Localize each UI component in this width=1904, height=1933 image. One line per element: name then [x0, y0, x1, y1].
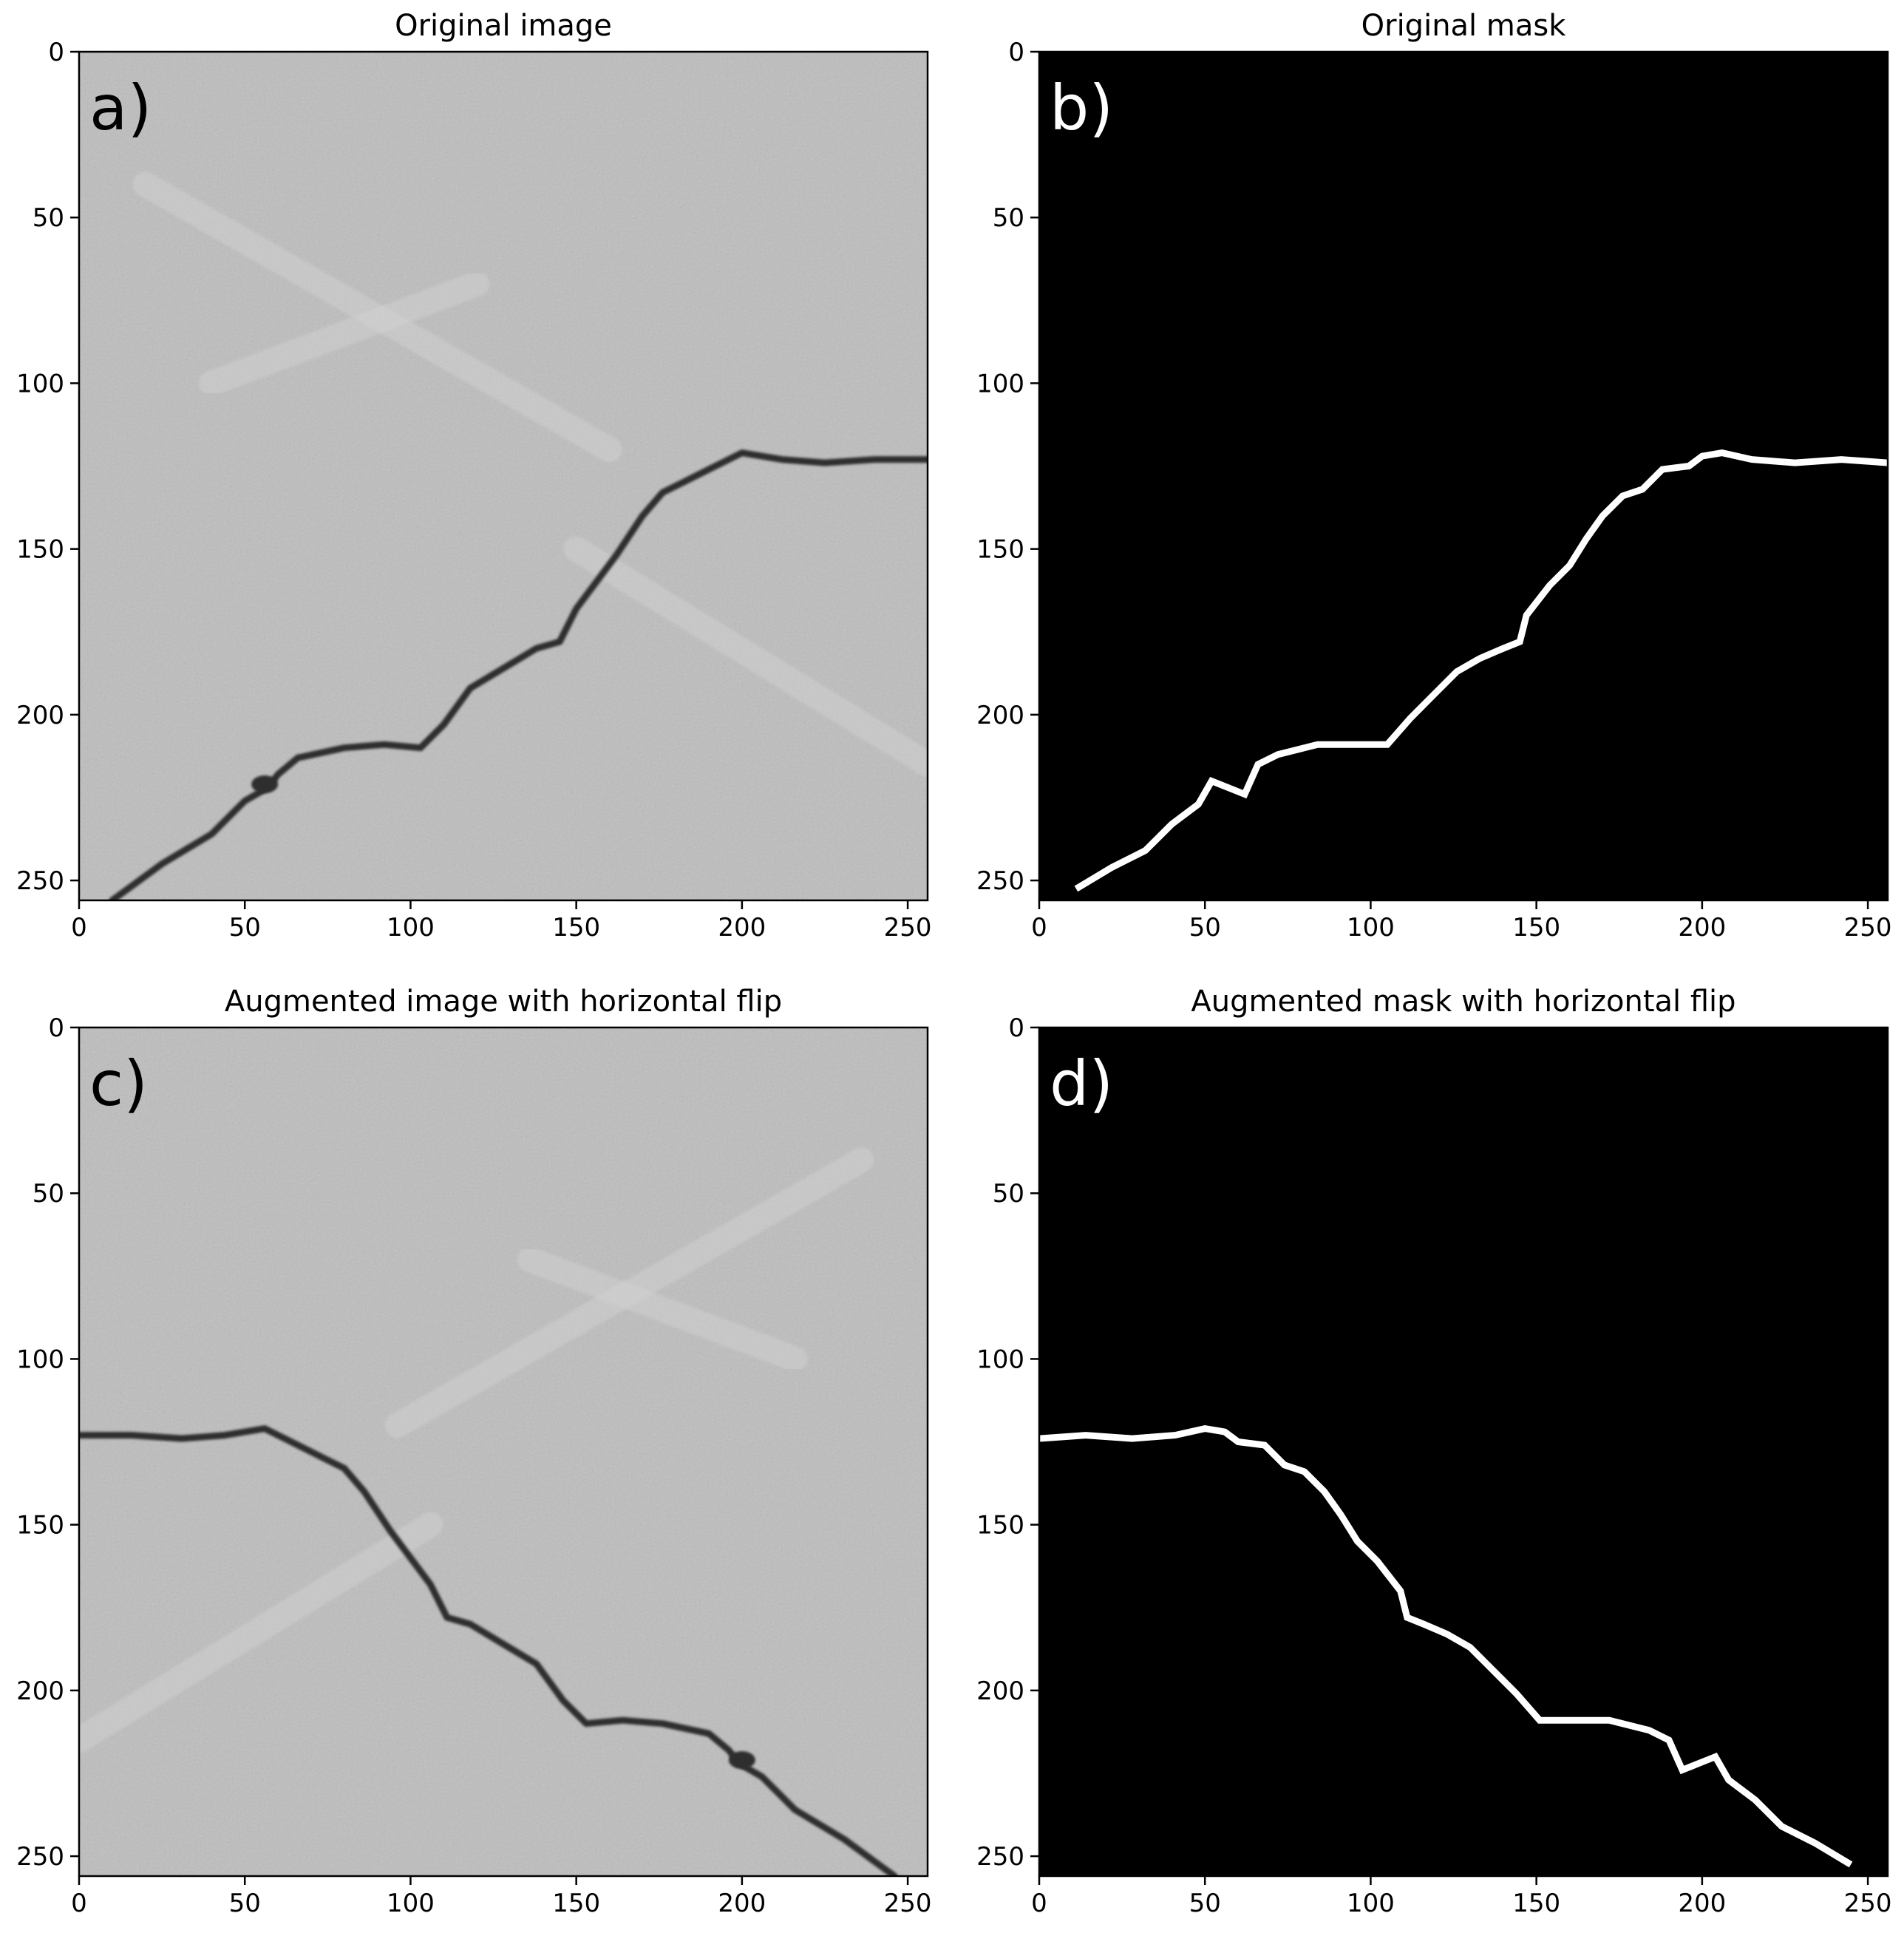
y-tick-label: 100: [976, 1345, 1024, 1374]
y-tick-label: 0: [1008, 38, 1024, 67]
panel-letter-c: c): [89, 1047, 148, 1120]
concrete-photo-a: [79, 52, 928, 900]
x-tick-label: 250: [884, 1889, 932, 1918]
y-tick-label: 0: [1008, 1013, 1024, 1043]
y-tick-label: 100: [976, 369, 1024, 398]
y-tick-label: 250: [16, 1842, 64, 1872]
concrete-texture: [79, 52, 928, 900]
x-tick-label: 200: [718, 913, 766, 942]
crack-mask-d: [1039, 1027, 1888, 1876]
x-tick-label: 150: [552, 1889, 600, 1918]
y-tick-label: 250: [16, 866, 64, 896]
y-tick-label: 50: [993, 203, 1024, 233]
y-tick-label: 50: [33, 203, 64, 233]
y-tick-label: 150: [976, 535, 1024, 565]
x-tick-label: 0: [71, 1889, 87, 1918]
y-tick-label: 250: [976, 1842, 1024, 1872]
panel-title-d: Augmented mask with horizontal flip: [1191, 985, 1735, 1019]
mask-background: [1039, 52, 1888, 900]
y-tick-label: 100: [16, 369, 64, 398]
panel-title-b: Original mask: [1361, 9, 1567, 43]
panel-letter-a: a): [89, 72, 152, 144]
x-tick-label: 150: [1512, 913, 1560, 942]
y-tick-label: 200: [16, 1676, 64, 1706]
x-tick-label: 150: [552, 913, 600, 942]
x-tick-label: 250: [1844, 1889, 1892, 1918]
x-tick-label: 50: [229, 913, 261, 942]
concrete-streak: [79, 1512, 443, 1753]
panel-letter-d: d): [1050, 1047, 1113, 1120]
x-tick-label: 200: [1678, 913, 1726, 942]
crack-mask-b: [1039, 52, 1888, 900]
y-tick-label: 0: [48, 38, 64, 67]
axes-frame: [1038, 50, 1889, 902]
panel-c: Augmented image with horizontal flip c) 0 5…: [16, 985, 931, 1918]
axes-frame: [78, 50, 929, 902]
concrete-photo-c: [79, 1027, 928, 1876]
panel-title-a: Original image: [395, 9, 612, 43]
y-tick-label: 200: [976, 701, 1024, 730]
axes-frame: [1038, 1026, 1889, 1878]
y-tick-label: 150: [16, 1511, 64, 1540]
x-tick-label: 0: [1031, 1889, 1047, 1918]
mask-crack: [1039, 1425, 1853, 1868]
mask-crack: [1074, 449, 1888, 892]
axes-frame: [78, 1026, 929, 1878]
y-tick-label: 150: [16, 535, 64, 565]
panel-letter-b: b): [1050, 72, 1113, 144]
x-tick-label: 100: [1347, 913, 1395, 942]
crack-knot: [728, 1751, 755, 1770]
x-tick-label: 50: [1189, 1889, 1221, 1918]
concrete-streak: [199, 271, 490, 396]
x-tick-label: 0: [71, 913, 87, 942]
concrete-texture: [79, 1027, 928, 1876]
y-tick-label: 200: [16, 701, 64, 730]
x-tick-label: 50: [1189, 913, 1221, 942]
y-tick-label: 250: [976, 866, 1024, 896]
concrete-streak: [563, 536, 928, 778]
panel-title-c: Augmented image with horizontal flip: [225, 985, 782, 1019]
x-tick-label: 100: [387, 1889, 435, 1918]
x-tick-label: 200: [1678, 1889, 1726, 1918]
x-tick-label: 250: [884, 913, 932, 942]
x-tick-label: 200: [718, 1889, 766, 1918]
concrete-streak: [517, 1246, 808, 1372]
x-tick-label: 250: [1844, 913, 1892, 942]
mask-background: [1039, 1027, 1888, 1876]
x-tick-label: 0: [1031, 913, 1047, 942]
y-tick-label: 50: [33, 1179, 64, 1209]
panel-d: Augmented mask with horizontal flip d) 0 50…: [976, 985, 1891, 1918]
y-tick-label: 150: [976, 1511, 1024, 1540]
x-tick-label: 100: [1347, 1889, 1395, 1918]
y-tick-label: 100: [16, 1345, 64, 1374]
crack-knot: [251, 775, 279, 794]
x-tick-label: 100: [387, 913, 435, 942]
y-tick-label: 200: [976, 1676, 1024, 1706]
y-tick-label: 50: [993, 1179, 1024, 1209]
y-tick-label: 0: [48, 1013, 64, 1043]
x-tick-label: 50: [229, 1889, 261, 1918]
x-tick-label: 150: [1512, 1889, 1560, 1918]
